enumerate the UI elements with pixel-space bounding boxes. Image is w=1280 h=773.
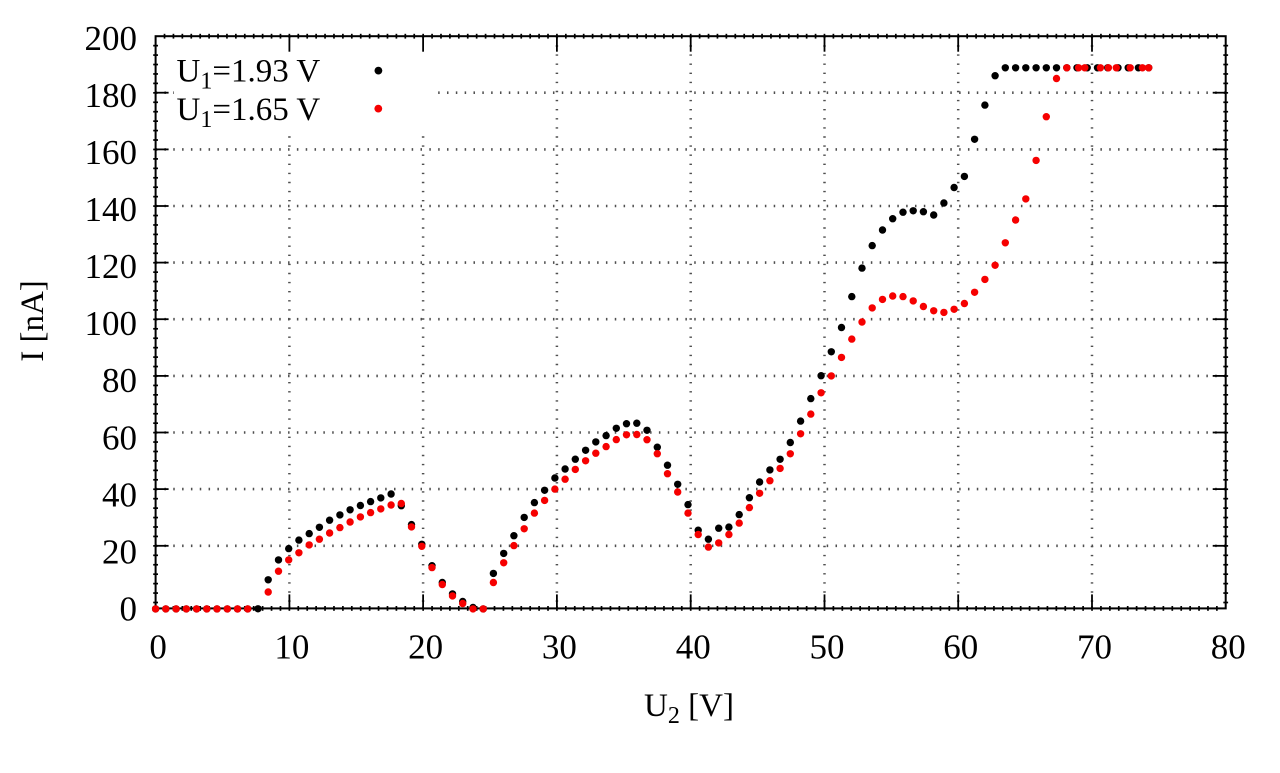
- svg-text:200: 200: [85, 19, 138, 58]
- svg-text:20: 20: [102, 532, 137, 571]
- svg-text:60: 60: [943, 628, 978, 667]
- svg-text:U1=1.65 V: U1=1.65 V: [177, 92, 321, 133]
- svg-text:100: 100: [85, 304, 138, 343]
- svg-text:50: 50: [810, 628, 845, 667]
- svg-text:30: 30: [542, 628, 577, 667]
- svg-text:U1=1.93 V: U1=1.93 V: [177, 53, 321, 94]
- svg-text:140: 140: [85, 190, 138, 229]
- svg-text:10: 10: [274, 628, 309, 667]
- svg-text:80: 80: [1211, 628, 1246, 667]
- svg-text:0: 0: [149, 628, 167, 667]
- svg-text:160: 160: [85, 133, 138, 172]
- svg-text:0: 0: [120, 589, 138, 628]
- svg-text:40: 40: [676, 628, 711, 667]
- svg-text:20: 20: [408, 628, 443, 667]
- svg-text:120: 120: [85, 247, 138, 286]
- svg-text:U2 [V]: U2 [V]: [644, 688, 734, 729]
- svg-text:I [nA]: I [nA]: [15, 280, 51, 362]
- svg-text:80: 80: [102, 361, 137, 400]
- svg-text:60: 60: [102, 418, 137, 457]
- svg-text:40: 40: [102, 475, 137, 514]
- svg-text:180: 180: [85, 76, 138, 115]
- svg-text:70: 70: [1077, 628, 1112, 667]
